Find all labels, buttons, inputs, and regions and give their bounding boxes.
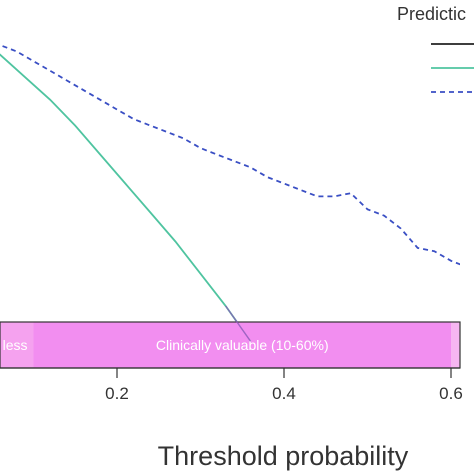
legend-title: Predictic xyxy=(397,4,466,24)
x-tick-label-0: 0.2 xyxy=(105,384,129,403)
band-label-0: less xyxy=(3,337,28,353)
series-line-1 xyxy=(0,53,239,322)
x-axis-title: Threshold probability xyxy=(158,441,409,471)
legend: Predictic xyxy=(397,4,474,93)
x-axis: 0.2 0.4 0.6 xyxy=(0,367,463,403)
series-line-2 xyxy=(0,44,460,266)
x-tick-label-2: 0.6 xyxy=(439,384,463,403)
band-segment-0 xyxy=(0,322,34,368)
x-tick-label-1: 0.4 xyxy=(272,384,296,403)
plot-area xyxy=(0,44,460,322)
threshold-band: less Clinically valuable (10-60%) xyxy=(0,305,461,369)
band-label-1: Clinically valuable (10-60%) xyxy=(156,337,329,353)
series-line-1-overlap xyxy=(225,305,252,342)
band-segment-2 xyxy=(451,322,460,368)
